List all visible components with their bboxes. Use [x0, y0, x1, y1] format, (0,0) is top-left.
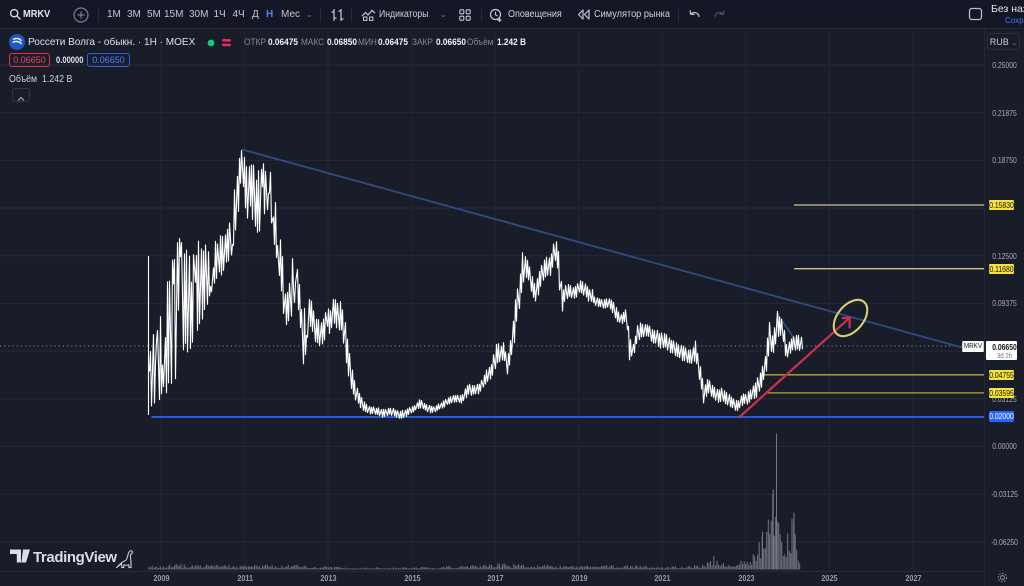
svg-text:TradingView: TradingView [33, 549, 117, 566]
